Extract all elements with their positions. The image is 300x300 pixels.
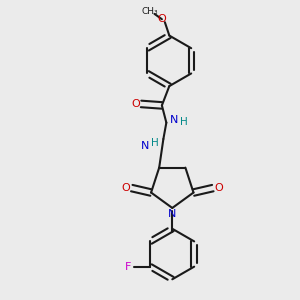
Text: N: N bbox=[169, 115, 178, 125]
Text: F: F bbox=[125, 262, 131, 272]
Text: O: O bbox=[158, 14, 166, 24]
Text: N: N bbox=[141, 140, 149, 151]
Text: H: H bbox=[180, 117, 188, 127]
Text: O: O bbox=[214, 182, 223, 193]
Text: CH₃: CH₃ bbox=[142, 7, 158, 16]
Text: O: O bbox=[122, 182, 130, 193]
Text: H: H bbox=[151, 138, 158, 148]
Text: O: O bbox=[131, 99, 140, 109]
Text: N: N bbox=[168, 209, 176, 220]
